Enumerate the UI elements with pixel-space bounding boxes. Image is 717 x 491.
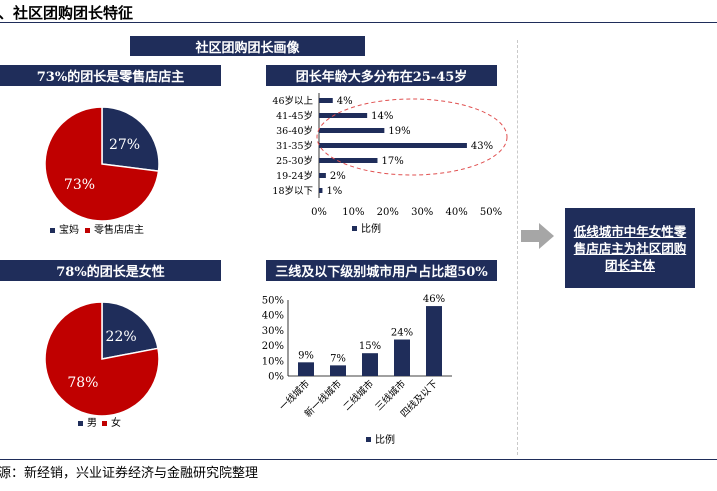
y-tick-label: 30% [262,326,284,337]
section-divider [517,40,519,455]
data-label: 15% [359,341,381,352]
legend-swatch [78,421,83,426]
y-tick-label: 25-30岁 [276,155,313,167]
data-label: 1% [326,186,342,197]
pie-slice-label: 73% [64,177,95,193]
right-arrow-icon [521,223,554,249]
legend-swatch [50,228,55,233]
bar-chart-city: 0%10%20%30%40%50%9%一线城市7%新一线城市15%二线城市24%… [262,294,452,446]
page-title: 、社区团购团长特征 [0,4,134,22]
legend-swatch [102,421,107,426]
legend-label: 比例 [361,222,381,235]
bar [319,173,326,178]
pie-slice [101,301,159,360]
bar [319,188,323,193]
y-tick-label: 19-24岁 [276,170,313,182]
x-tick-label: 40% [445,207,467,218]
y-tick-label: 20% [262,341,284,352]
pie-slice [44,106,160,222]
bar [426,306,442,376]
x-tick-label: 10% [342,207,364,218]
pie-slice [44,301,160,417]
bar [319,98,333,103]
bar [362,353,378,376]
y-tick-label: 31-35岁 [276,140,313,152]
x-tick-label: 20% [377,207,399,218]
data-label: 43% [471,141,493,152]
bar [298,362,314,376]
bar [394,339,410,376]
pie-slice-label: 78% [67,375,98,391]
data-label: 19% [388,126,410,137]
legend-swatch [366,437,371,442]
y-tick-label: 36-40岁 [276,125,313,137]
pie-chart-gender: 22% 78% 男 女 [44,301,160,429]
data-label: 7% [330,353,346,364]
conclusion-box: 低线城市中年女性零售店店主为社区团购团长主体 [565,208,695,288]
legend-label: 女 [111,416,121,429]
pie1-title-banner: 73%的团长是零售店店主 [0,65,221,86]
bar [319,128,385,133]
legend-label: 男 [87,417,97,429]
x-tick-label: 30% [411,207,433,218]
y-tick-label: 18岁以下 [272,185,313,197]
legend-label: 宝妈 [59,223,79,236]
pie-chart-role: 27% 73% 宝妈 零售店店主 [44,106,160,236]
data-label: 9% [298,350,314,361]
age-chart-title-banner: 团长年龄大多分布在25-45岁 [266,65,497,86]
main-banner: 社区团购团长画像 [130,36,365,56]
x-tick-label: 50% [480,207,502,218]
title-divider [0,22,717,23]
legend-swatch [352,226,357,231]
legend-label: 零售店店主 [94,223,144,236]
legend-swatch [85,228,90,233]
bar [330,365,346,376]
y-tick-label: 0% [268,372,284,383]
data-label: 24% [391,328,413,339]
x-tick-label: 0% [311,207,327,218]
pie-slice-label: 27% [109,137,140,153]
pie-slice [101,106,160,172]
pie2-title-banner: 78%的团长是女性 [0,260,221,281]
data-label: 2% [330,171,346,182]
x-tick-label: 二线城市 [341,377,377,413]
highlight-ellipse [316,98,508,176]
y-tick-label: 40% [262,311,284,322]
legend-label: 比例 [375,433,395,446]
bar [319,158,378,163]
city-chart-title-banner: 三线及以下级别城市用户占比超50% [266,260,497,281]
y-tick-label: 46岁以上 [272,95,313,107]
source-note: 源：新经销，兴业证券经济与金融研究院整理 [0,466,259,481]
y-tick-label: 10% [262,356,284,367]
bar-chart-age: 46岁以上 4% 41-45岁 14% 36-40岁 19% 31-35岁 43% 25-30岁… [272,93,508,235]
pie-slice-label: 22% [106,329,137,345]
data-label: 14% [371,111,393,122]
footer-divider [0,459,717,460]
data-label: 4% [337,96,353,107]
bar [319,113,368,118]
data-label: 46% [423,294,445,305]
y-tick-label: 50% [262,296,284,307]
data-label: 17% [381,156,403,167]
y-tick-label: 41-45岁 [276,110,313,122]
bar [319,143,467,148]
